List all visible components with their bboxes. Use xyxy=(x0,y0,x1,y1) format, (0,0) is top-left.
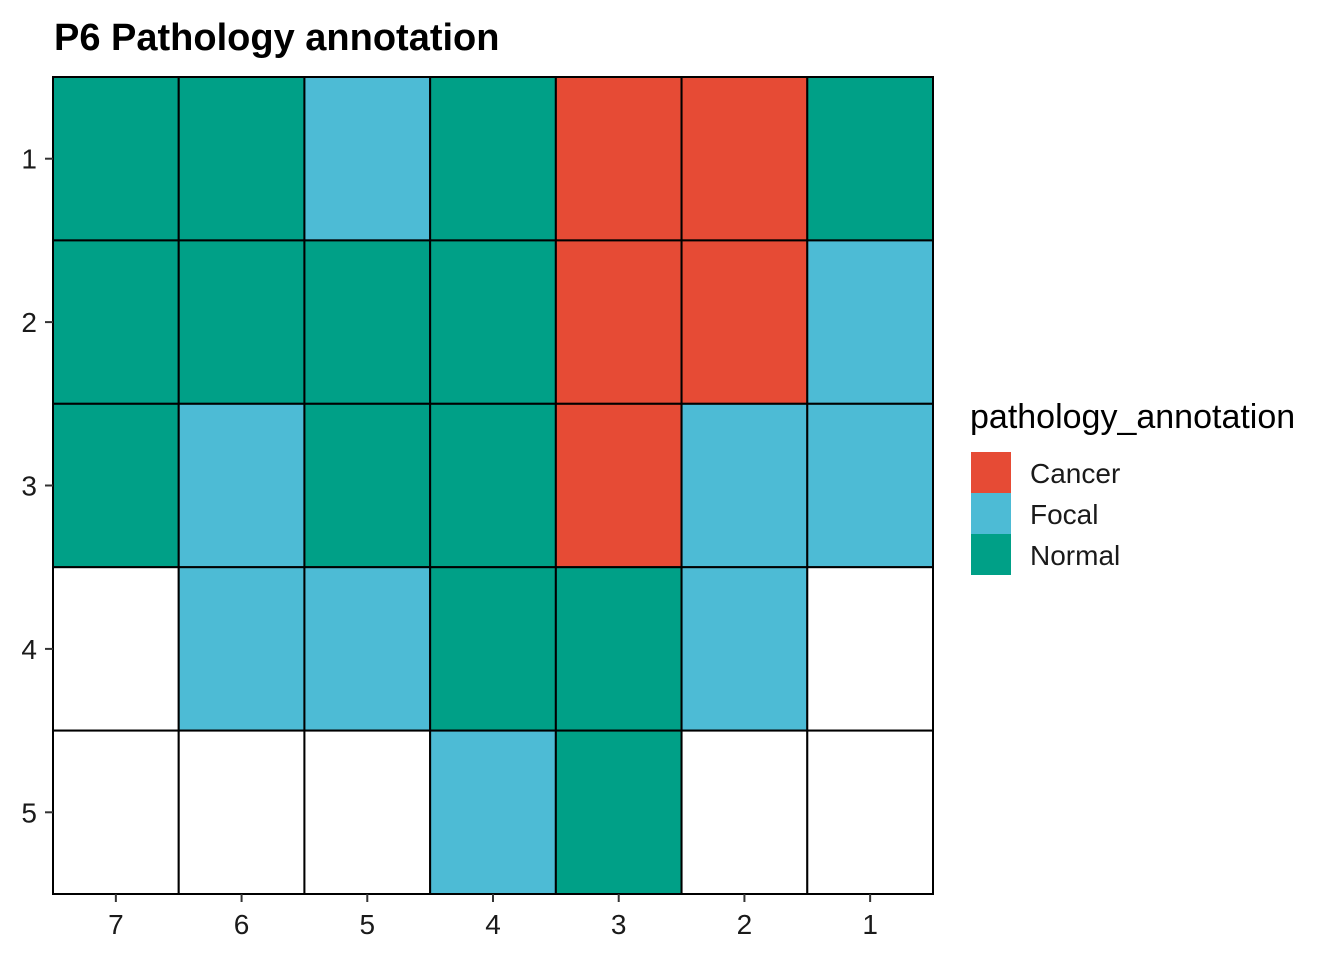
x-tick-label: 4 xyxy=(485,909,501,940)
y-axis-ticks: 1 2 3 4 5 xyxy=(21,144,53,828)
legend-title: pathology_annotation xyxy=(970,398,1295,436)
heatmap-cell xyxy=(429,402,557,569)
heatmap-cell xyxy=(806,76,934,242)
heatmap-cell xyxy=(303,566,432,732)
heatmap-cell xyxy=(554,729,683,895)
heatmap-cell xyxy=(429,239,557,405)
heatmap-cells xyxy=(52,76,934,895)
heatmap-cell xyxy=(554,402,683,569)
x-tick-label: 7 xyxy=(108,909,124,940)
heatmap-cell xyxy=(303,729,432,895)
heatmap-cell xyxy=(680,402,809,569)
legend-label: Focal xyxy=(1030,499,1098,530)
heatmap-cell xyxy=(680,729,809,895)
heatmap-cell xyxy=(52,402,180,569)
x-tick-label: 5 xyxy=(359,909,375,940)
heatmap-cell xyxy=(52,239,180,405)
heatmap-cell xyxy=(303,239,432,405)
legend-label: Cancer xyxy=(1030,458,1120,489)
heatmap-cell xyxy=(303,402,432,569)
chart-title: P6 Pathology annotation xyxy=(54,17,499,59)
y-tick-label: 5 xyxy=(21,797,37,828)
y-tick-label: 1 xyxy=(21,144,37,175)
heatmap-cell xyxy=(680,566,809,732)
legend-swatch xyxy=(971,534,1011,575)
heatmap-cell xyxy=(429,729,557,895)
heatmap-cell xyxy=(806,239,934,405)
x-tick-label: 2 xyxy=(737,909,753,940)
heatmap-cell xyxy=(680,76,809,242)
x-tick-label: 1 xyxy=(862,909,878,940)
legend-swatch xyxy=(971,452,1011,493)
heatmap-cell xyxy=(52,566,180,732)
heatmap-cell xyxy=(177,76,306,242)
legend-items: Cancer Focal Normal xyxy=(971,452,1120,575)
heatmap-cell xyxy=(554,566,683,732)
heatmap-cell xyxy=(177,566,306,732)
heatmap-cell xyxy=(806,402,934,569)
heatmap-cell xyxy=(52,729,180,895)
heatmap-cell xyxy=(177,402,306,569)
heatmap-cell xyxy=(806,566,934,732)
x-tick-label: 6 xyxy=(234,909,250,940)
heatmap-cell xyxy=(52,76,180,242)
legend-label: Normal xyxy=(1030,540,1120,571)
y-tick-label: 4 xyxy=(21,634,37,665)
heatmap-cell xyxy=(303,76,432,242)
y-tick-label: 3 xyxy=(21,471,37,502)
heatmap-cell xyxy=(177,239,306,405)
heatmap-cell xyxy=(680,239,809,405)
y-tick-label: 2 xyxy=(21,307,37,338)
heatmap-cell xyxy=(554,76,683,242)
heatmap-cell xyxy=(177,729,306,895)
legend: pathology_annotation Cancer Focal Normal xyxy=(970,398,1295,575)
heatmap-cell xyxy=(806,729,934,895)
heatmap-cell xyxy=(429,566,557,732)
legend-swatch xyxy=(971,493,1011,534)
heatmap-cell xyxy=(554,239,683,405)
heatmap-cell xyxy=(429,76,557,242)
x-axis-ticks: 7 6 5 4 3 2 1 xyxy=(108,894,878,940)
x-tick-label: 3 xyxy=(611,909,627,940)
